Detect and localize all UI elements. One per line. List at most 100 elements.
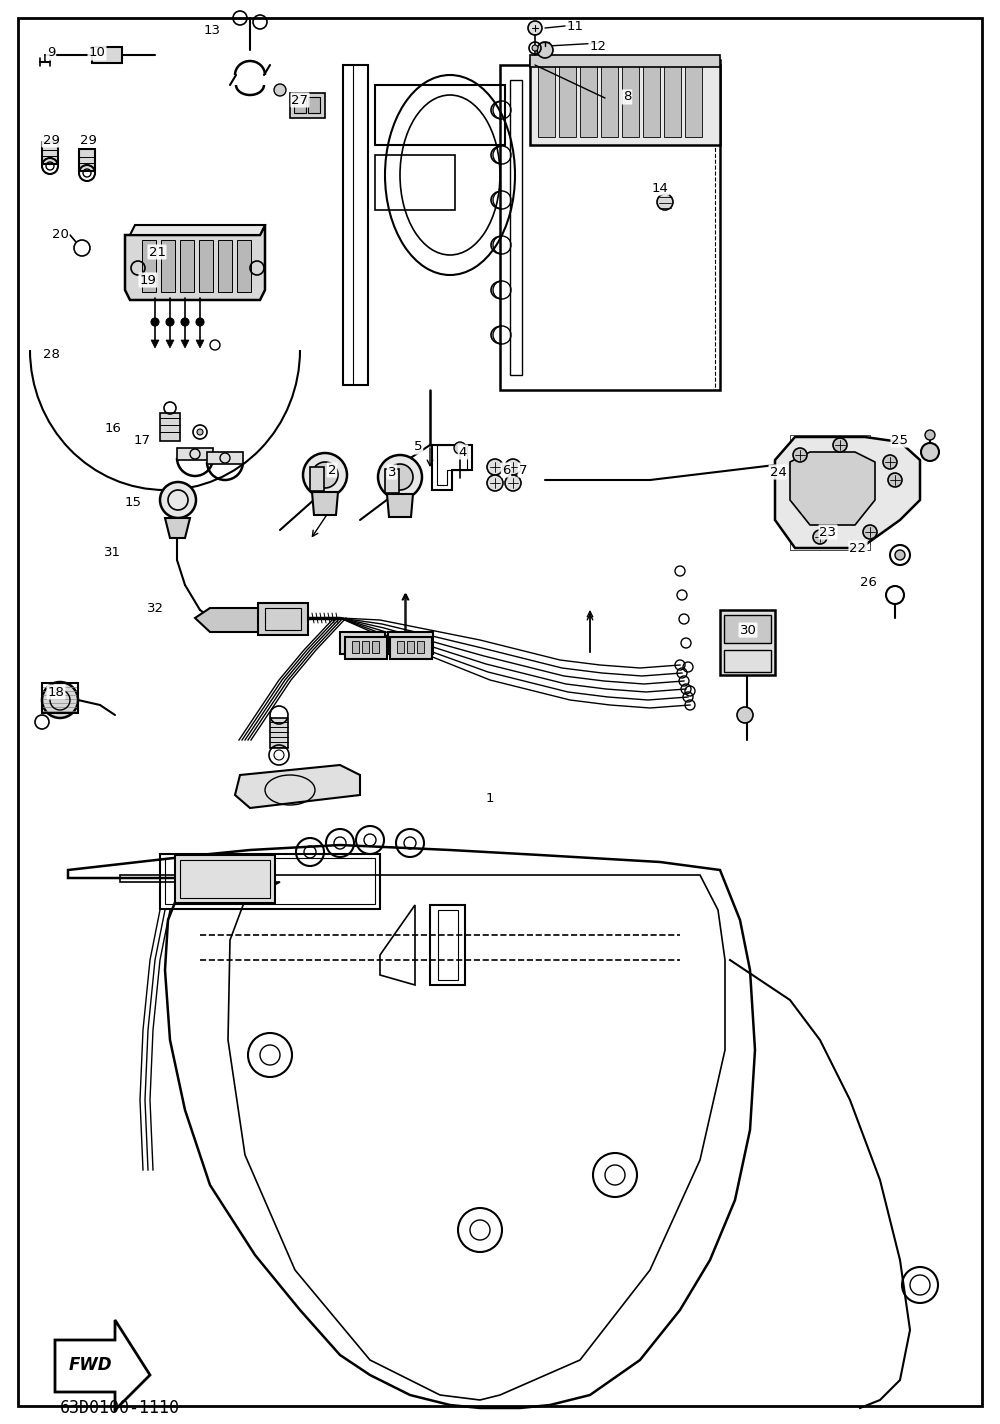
Text: 15: 15 bbox=[124, 497, 142, 510]
Bar bbox=[375, 85, 505, 145]
Bar bbox=[340, 632, 385, 654]
Circle shape bbox=[532, 46, 538, 51]
Bar bbox=[622, 66, 639, 137]
Polygon shape bbox=[235, 765, 360, 807]
Bar bbox=[42, 684, 78, 713]
Bar bbox=[664, 66, 681, 137]
Bar bbox=[270, 718, 288, 748]
Bar bbox=[237, 241, 251, 292]
Polygon shape bbox=[130, 225, 265, 235]
Text: 28: 28 bbox=[43, 349, 59, 362]
Bar bbox=[538, 66, 555, 137]
Bar bbox=[372, 641, 379, 654]
Circle shape bbox=[454, 441, 466, 454]
Text: 25: 25 bbox=[892, 433, 908, 447]
Text: 17: 17 bbox=[134, 433, 150, 447]
Circle shape bbox=[274, 84, 286, 95]
Text: 13: 13 bbox=[204, 24, 220, 37]
Text: 7: 7 bbox=[519, 463, 527, 477]
Circle shape bbox=[537, 41, 553, 58]
Polygon shape bbox=[387, 494, 413, 517]
Circle shape bbox=[737, 706, 753, 723]
Bar bbox=[724, 649, 771, 672]
Polygon shape bbox=[125, 225, 265, 300]
Bar bbox=[397, 641, 404, 654]
Text: 31: 31 bbox=[104, 545, 120, 558]
Bar bbox=[343, 66, 368, 384]
Bar bbox=[142, 241, 156, 292]
Circle shape bbox=[166, 318, 174, 326]
Text: 6: 6 bbox=[502, 463, 510, 477]
Bar bbox=[177, 449, 213, 460]
Bar bbox=[438, 910, 458, 980]
Text: 10: 10 bbox=[89, 47, 105, 60]
Circle shape bbox=[883, 456, 897, 468]
Polygon shape bbox=[181, 340, 189, 347]
Text: FWD: FWD bbox=[68, 1356, 112, 1374]
Bar bbox=[160, 413, 180, 441]
Text: 5: 5 bbox=[414, 440, 422, 453]
Polygon shape bbox=[151, 340, 159, 347]
Bar bbox=[530, 60, 720, 145]
Text: 4: 4 bbox=[459, 446, 467, 459]
Circle shape bbox=[160, 481, 196, 518]
Text: 14: 14 bbox=[652, 181, 668, 195]
Bar bbox=[207, 451, 243, 464]
Circle shape bbox=[833, 439, 847, 451]
Text: 63D0100-1110: 63D0100-1110 bbox=[60, 1398, 180, 1417]
Circle shape bbox=[925, 430, 935, 440]
Text: 18: 18 bbox=[48, 685, 64, 699]
Text: 29: 29 bbox=[80, 134, 96, 147]
Text: 26: 26 bbox=[860, 575, 876, 588]
Bar bbox=[724, 615, 771, 644]
Bar bbox=[362, 641, 369, 654]
Bar bbox=[643, 66, 660, 137]
Circle shape bbox=[387, 464, 413, 490]
Text: 30: 30 bbox=[740, 624, 756, 637]
Polygon shape bbox=[165, 518, 190, 538]
Text: 24: 24 bbox=[770, 466, 786, 478]
Bar bbox=[530, 56, 720, 67]
Circle shape bbox=[42, 682, 78, 718]
Text: 19: 19 bbox=[140, 273, 156, 286]
Bar bbox=[265, 608, 301, 629]
Bar bbox=[430, 906, 465, 985]
Polygon shape bbox=[166, 340, 174, 347]
Text: 8: 8 bbox=[623, 91, 631, 104]
Polygon shape bbox=[775, 437, 920, 548]
Bar bbox=[720, 609, 775, 675]
Text: 23: 23 bbox=[820, 525, 836, 538]
Bar bbox=[175, 854, 275, 903]
Text: 20: 20 bbox=[52, 228, 68, 242]
Circle shape bbox=[487, 459, 503, 476]
Text: 27: 27 bbox=[292, 94, 308, 107]
Circle shape bbox=[888, 473, 902, 487]
Circle shape bbox=[921, 443, 939, 461]
Circle shape bbox=[181, 318, 189, 326]
Text: 9: 9 bbox=[47, 47, 55, 60]
Bar bbox=[601, 66, 618, 137]
Bar bbox=[685, 66, 702, 137]
Circle shape bbox=[196, 318, 204, 326]
Bar bbox=[390, 637, 432, 659]
Bar bbox=[42, 142, 58, 164]
Text: 29: 29 bbox=[43, 134, 59, 147]
Bar bbox=[160, 854, 380, 909]
Circle shape bbox=[895, 550, 905, 560]
Text: 22: 22 bbox=[850, 541, 866, 554]
Bar bbox=[180, 860, 270, 899]
Bar bbox=[180, 241, 194, 292]
Bar bbox=[510, 80, 522, 375]
Circle shape bbox=[197, 429, 203, 434]
Circle shape bbox=[793, 449, 807, 461]
Circle shape bbox=[863, 525, 877, 540]
Text: 2: 2 bbox=[328, 463, 336, 477]
Bar bbox=[79, 150, 95, 171]
Text: 12: 12 bbox=[590, 40, 606, 53]
Bar bbox=[375, 155, 455, 209]
Text: 3: 3 bbox=[388, 466, 396, 478]
Bar bbox=[310, 467, 324, 491]
Polygon shape bbox=[196, 340, 204, 347]
Bar bbox=[294, 97, 306, 112]
Bar bbox=[290, 93, 325, 118]
